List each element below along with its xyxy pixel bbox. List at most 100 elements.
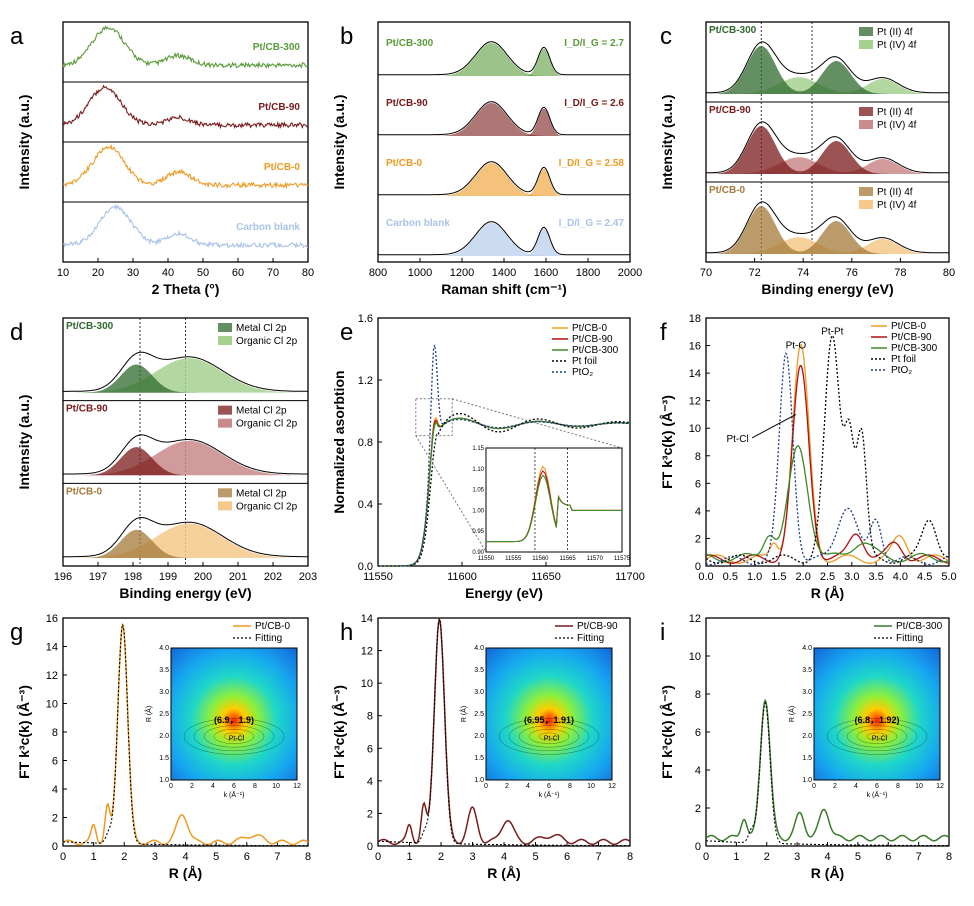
series-label: Carbon blank [386,218,450,229]
y-tick-label: 10 [46,699,58,711]
x-axis-label: Energy (eV) [465,585,543,601]
x-tick-label: 1 [733,851,739,863]
x-tick-label: 4.0 [893,571,908,583]
y-tick-label: 10 [361,678,373,690]
wavelet-y-tick: 2.5 [802,711,812,718]
inset-y-tick: 1.10 [472,467,484,473]
fitting-line [62,622,308,847]
panel-label-a: a [10,23,24,50]
ratio-label: I_D/I_G = 2.7 [564,38,624,49]
wavelet-x-tick: 12 [608,783,616,790]
x-tick-label: 800 [369,267,387,279]
series-line-Pt/CB-0 [62,143,309,190]
d-band-area [378,223,630,256]
x-tick-label: 20 [92,267,104,279]
x-tick-label: 6 [564,851,570,863]
wavelet-y-tick: 3.0 [802,689,812,696]
fit-envelope [706,41,949,94]
component-2-area [63,440,308,476]
ratio-label: I_D/I_G = 2.47 [559,218,625,229]
wavelet-contour [183,718,285,755]
y-tick-label: 8 [52,727,58,739]
wavelet-y-tick: 2.5 [159,711,169,718]
wavelet-y-label: R (Å) [459,706,468,722]
legend-text: PtO₂ [572,367,593,378]
panel-b: b 800 1000 1200 1400 1600 1800 2000 Raman shift … [331,21,642,297]
legend-text: PtO₂ [891,365,912,376]
x-tick-label: 7 [595,851,601,863]
legend-text: Pt/CB-300 [891,343,938,354]
inset-y-tick: 0.95 [472,529,484,535]
wavelet-x-tick: 0 [812,783,816,790]
wavelet-y-tick: 3.5 [159,667,169,674]
x-tick-label: 4 [824,851,830,863]
y-tick-label: 4 [367,776,373,788]
legend-text: Organic Cl 2p [236,336,298,347]
legend-text: Organic Cl 2p [236,501,298,512]
x-axis-label: R (Å) [487,865,520,881]
x-tick-label: 4.5 [917,571,932,583]
fit-envelope [63,516,308,558]
wavelet-map [170,647,298,781]
wavelet-y-tick: 2.5 [474,711,484,718]
legend-text: Pt/CB-300 [896,621,943,632]
component-1-area [63,447,308,476]
x-tick-label: 8 [627,851,633,863]
series-label: Pt/CB-90 [386,98,428,109]
wavelet-contour [193,721,275,752]
wavelet-y-tick: 1.0 [159,777,169,784]
wavelet-contour [836,721,918,752]
wavelet-x-tick: 4 [211,783,215,790]
wavelet-y-tick: 3.5 [474,667,484,674]
wavelet-contour [203,725,265,748]
wavelet-bond-label: Pt-Cl [229,735,245,742]
x-tick-label: 70 [700,267,712,279]
x-tick-label: 11700 [615,571,645,583]
wavelet-y-tick: 3.5 [802,667,812,674]
legend-text: Pt (II) 4f [877,187,913,198]
annotation-arrow [751,414,797,439]
fit-envelope [378,101,630,136]
x-tick-label: 1600 [534,267,558,279]
wavelet-x-tick: 6 [232,783,236,790]
y-tick-label: 4 [695,765,701,777]
panel-c: c 70 72 74 76 78 80 Binding energy (eV) Intensit… [659,21,955,297]
x-tick-label: 199 [159,571,177,583]
legend-text: Fitting [577,633,604,644]
y-tick-label: 10 [689,651,701,663]
y-tick-label: 1.6 [358,313,373,325]
x-tick-label: 1800 [576,267,600,279]
y-tick-label: 16 [689,341,701,353]
x-tick-label: 76 [846,267,858,279]
x-tick-label: 1000 [408,267,432,279]
x-tick-label: 0.5 [723,571,738,583]
series-label: Pt/CB-0 [66,486,103,497]
x-tick-label: 3 [469,851,475,863]
y-tick-label: 14 [361,613,373,625]
fit-envelope [62,434,308,475]
series-label: Pt/CB-300 [709,25,757,36]
x-tick-label: 60 [232,267,244,279]
y-tick-label: 2 [695,803,701,815]
x-tick-label: 7 [274,851,280,863]
inset-y-tick: 0.90 [472,550,484,556]
y-tick-label: 0 [695,561,701,573]
y-axis-label: FT k³c(k) (Å⁻³) [659,395,675,489]
x-tick-label: 50 [197,267,209,279]
wavelet-x-tick: 2 [505,783,509,790]
y-axis-label: FT k³c(k) (Å⁻³) [331,685,347,779]
wavelet-y-tick: 1.5 [159,755,169,762]
annotation-pt-pt: Pt-Pt [821,327,843,338]
wavelet-contour [498,718,600,755]
y-tick-label: 0.8 [358,437,373,449]
panel-label-b: b [340,23,353,50]
panel-label-d: d [10,319,23,346]
x-tick-label: 1.5 [771,571,786,583]
legend-text: Pt/CB-90 [572,334,613,345]
x-axis-label: Binding energy (eV) [761,281,893,297]
wavelet-y-label: R (Å) [144,706,153,722]
legend-swatch [218,418,232,428]
x-axis-label: Binding energy (eV) [119,585,251,601]
